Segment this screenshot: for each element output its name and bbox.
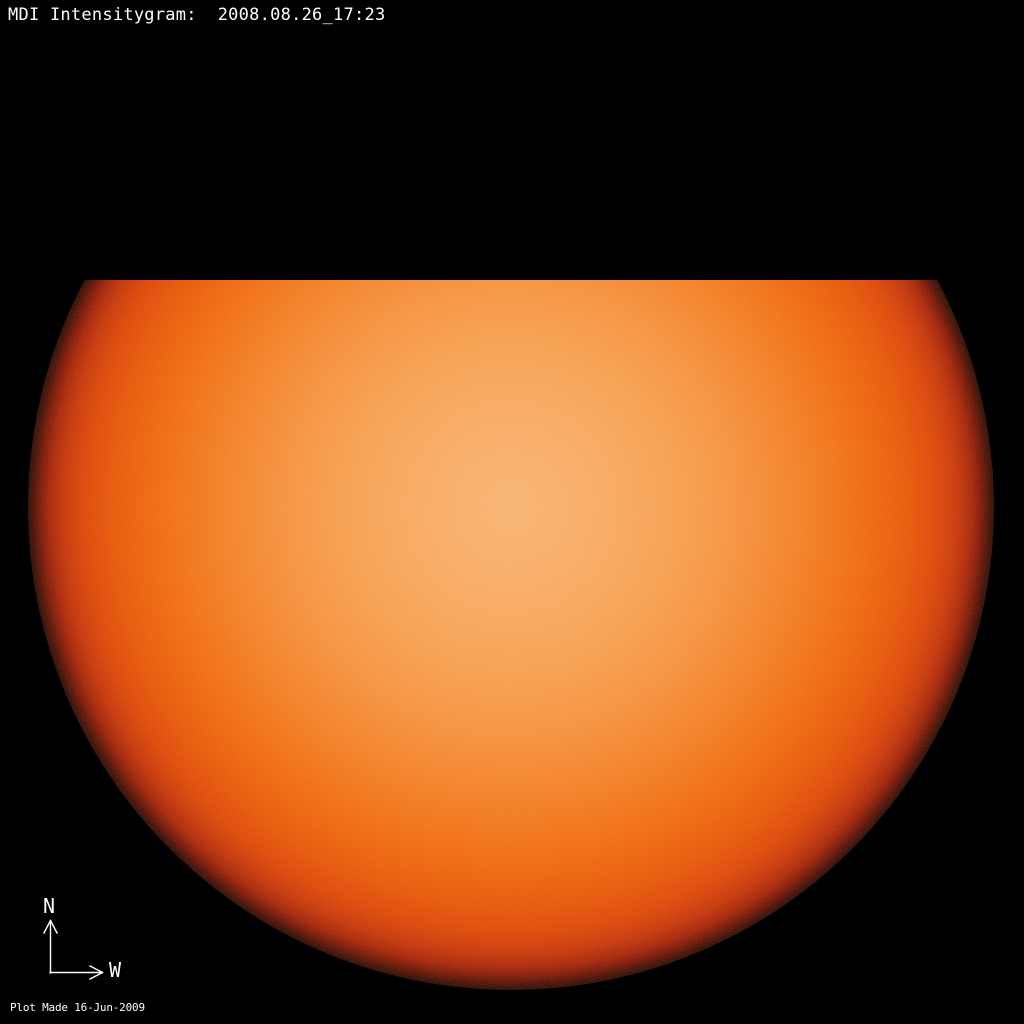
- compass-west-label: W: [109, 958, 122, 982]
- image-title: MDI Intensitygram: 2008.08.26_17:23: [8, 5, 386, 25]
- plot-made-caption: Plot Made 16-Jun-2009: [10, 1001, 145, 1014]
- compass-north-label: N: [43, 894, 56, 918]
- compass-arrows-icon: [43, 919, 104, 980]
- sun-granulation-dark-texture: [28, 280, 994, 990]
